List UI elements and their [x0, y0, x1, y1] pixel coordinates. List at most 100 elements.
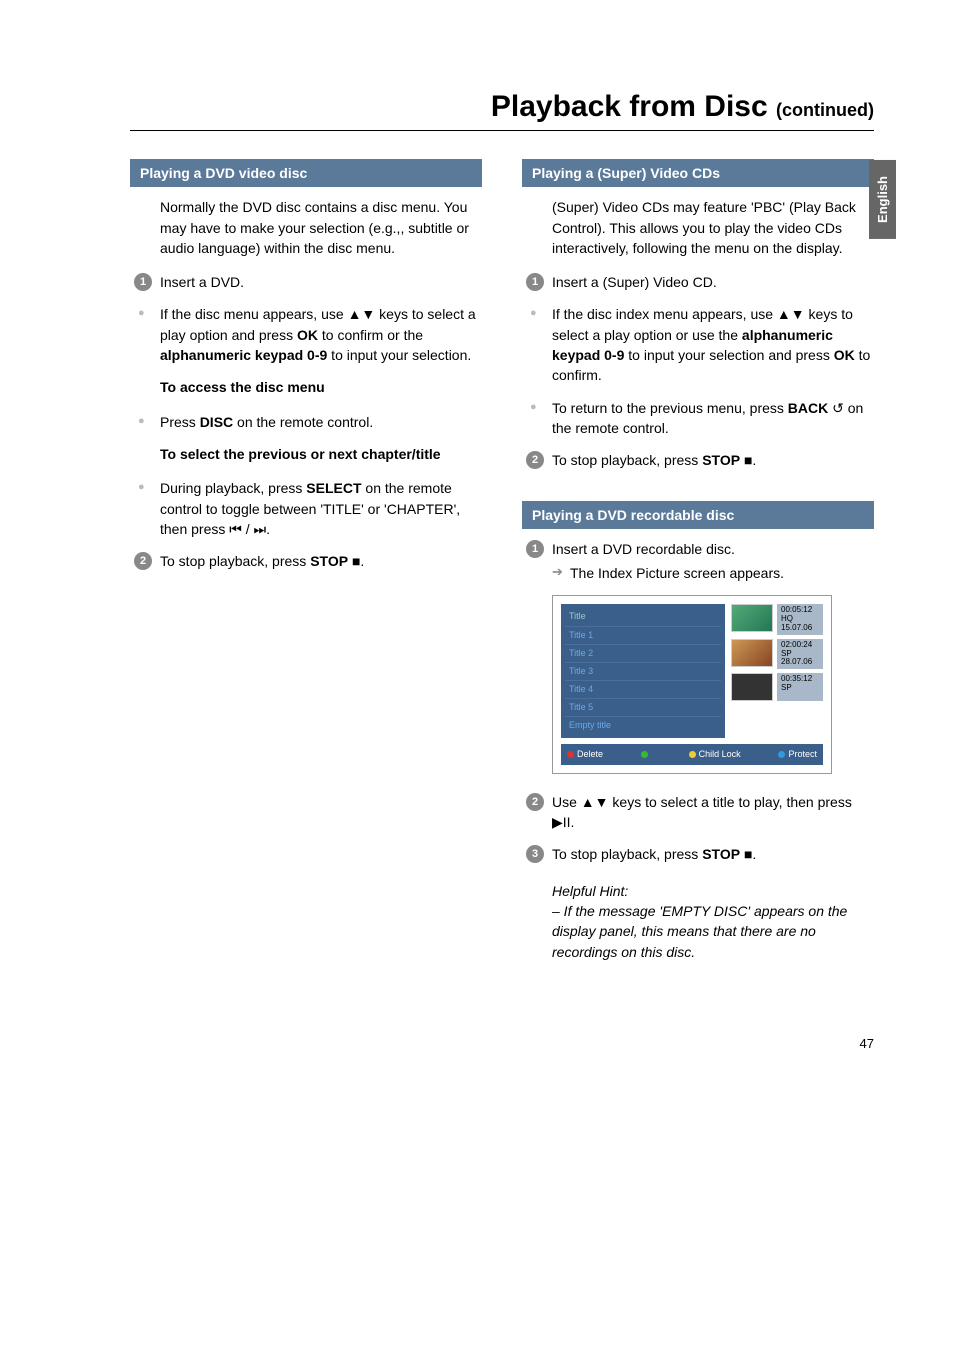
subheading-access-menu: To access the disc menu — [160, 377, 482, 397]
text-fragment: to input your selection and press — [624, 347, 833, 363]
stop-label: STOP — [702, 846, 740, 862]
page-title: Playback from Disc (continued) — [130, 90, 874, 131]
thumb-meta: 02:00:24 SP 28.07.06 — [777, 639, 823, 669]
step-text: Insert a (Super) Video CD. — [552, 274, 717, 290]
mock-title-row: Title 3 — [565, 662, 721, 680]
bullet-press-disc: Press DISC on the remote control. — [130, 412, 482, 432]
step-stop-recordable: 3 To stop playback, press STOP ■. — [522, 844, 874, 864]
bullet-disc-menu: If the disc menu appears, use ▲▼ keys to… — [130, 304, 482, 365]
step-text: Insert a DVD recordable disc. — [552, 541, 735, 557]
back-label: BACK — [788, 400, 828, 416]
blue-dot-icon — [778, 751, 785, 758]
mock-title-row: Title 1 — [565, 626, 721, 644]
result-arrow-line: The Index Picture screen appears. — [552, 563, 874, 583]
step-insert-svcd: 1 Insert a (Super) Video CD. — [522, 272, 874, 292]
text-fragment: . — [266, 521, 270, 537]
section-header-dvd-video: Playing a DVD video disc — [130, 159, 482, 187]
language-tab: English — [869, 160, 896, 239]
next-icon: ⏭ — [254, 521, 267, 537]
left-column: Playing a DVD video disc Normally the DV… — [130, 151, 482, 976]
updown-icon: ▲▼ — [581, 794, 609, 810]
thumb-meta: 00:05:12 HQ 15.07.06 — [777, 604, 823, 634]
mock-footer: Delete Child Lock Protect — [561, 744, 823, 765]
ok-label: OK — [297, 327, 318, 343]
meta-date: 28.07.06 — [781, 658, 819, 667]
hint-label: Helpful Hint: — [552, 881, 874, 901]
manual-page: Playback from Disc (continued) English P… — [0, 0, 954, 1111]
yellow-dot-icon — [689, 751, 696, 758]
updown-icon: ▲▼ — [348, 306, 376, 322]
text-fragment: Press — [160, 414, 200, 430]
footer-lock: Child Lock — [689, 748, 741, 761]
text-fragment: If the disc index menu appears, use — [552, 306, 777, 322]
disc-label: DISC — [200, 414, 233, 430]
text-fragment: ■. — [740, 846, 756, 862]
step-stop-playback: 2 To stop playback, press STOP ■. — [130, 551, 482, 571]
updown-icon: ▲▼ — [777, 306, 805, 322]
thumbnail-icon — [731, 639, 773, 667]
hint-text: – If the message 'EMPTY DISC' appears on… — [552, 901, 874, 962]
stop-label: STOP — [702, 452, 740, 468]
mock-title-row: Title 4 — [565, 680, 721, 698]
step-text: Insert a DVD. — [160, 274, 244, 290]
text-fragment: To stop playback, press — [552, 846, 702, 862]
red-dot-icon — [567, 751, 574, 758]
step-number-icon: 1 — [526, 540, 544, 558]
bullet-back: To return to the previous menu, press BA… — [522, 398, 874, 439]
text-fragment: ■. — [348, 553, 364, 569]
thumbnail-icon — [731, 673, 773, 701]
mock-inner: Title Title 1 Title 2 Title 3 Title 4 Ti… — [561, 604, 823, 737]
step-insert-dvd: 1 Insert a DVD. — [130, 272, 482, 292]
mock-title-header: Title — [565, 608, 721, 625]
mock-thumb-row: 02:00:24 SP 28.07.06 — [731, 639, 823, 669]
thumb-meta: 00:35:12 SP — [777, 673, 823, 701]
step-stop-svcd: 2 To stop playback, press STOP ■. — [522, 450, 874, 470]
subheading-prev-next: To select the previous or next chapter/t… — [160, 444, 482, 464]
content-columns: Playing a DVD video disc Normally the DV… — [130, 151, 874, 976]
text-fragment: on the remote control. — [233, 414, 373, 430]
mock-thumb-row: 00:35:12 SP — [731, 673, 823, 701]
text-fragment: To stop playback, press — [552, 452, 702, 468]
text-fragment: To return to the previous menu, press — [552, 400, 788, 416]
step-number-icon: 2 — [134, 552, 152, 570]
step-number-icon: 2 — [526, 793, 544, 811]
footer-label: Child Lock — [699, 749, 741, 759]
text-fragment: During playback, press — [160, 480, 306, 496]
page-number: 47 — [130, 1036, 874, 1051]
footer-label: Delete — [577, 749, 603, 759]
mock-thumbnails: 00:05:12 HQ 15.07.06 02:00:24 SP 28.07.0… — [731, 604, 823, 737]
mock-title-list: Title Title 1 Title 2 Title 3 Title 4 Ti… — [561, 604, 725, 737]
right-column: Playing a (Super) Video CDs (Super) Vide… — [522, 151, 874, 976]
title-sub: (continued) — [776, 100, 874, 120]
text-fragment: To stop playback, press — [160, 553, 310, 569]
green-dot-icon — [641, 751, 648, 758]
prev-icon: ⏮ — [229, 521, 242, 537]
text-fragment: to input your selection. — [327, 347, 471, 363]
stop-label: STOP — [310, 553, 348, 569]
mock-title-row: Empty title — [565, 716, 721, 734]
meta-quality: SP — [781, 684, 819, 693]
text-fragment: If the disc menu appears, use — [160, 306, 348, 322]
mock-title-row: Title 5 — [565, 698, 721, 716]
step-number-icon: 2 — [526, 451, 544, 469]
text-fragment: ■. — [740, 452, 756, 468]
step-insert-recordable: 1 Insert a DVD recordable disc. The Inde… — [522, 539, 874, 584]
bullet-index-menu: If the disc index menu appears, use ▲▼ k… — [522, 304, 874, 385]
keypad-label: alphanumeric keypad 0-9 — [160, 347, 327, 363]
index-picture-screenshot: Title Title 1 Title 2 Title 3 Title 4 Ti… — [552, 595, 832, 773]
title-main: Playback from Disc — [491, 90, 776, 123]
section-header-svcd: Playing a (Super) Video CDs — [522, 159, 874, 187]
bullet-select-chapter: During playback, press SELECT on the rem… — [130, 478, 482, 539]
footer-delete: Delete — [567, 748, 603, 761]
meta-date: 15.07.06 — [781, 624, 819, 633]
section-header-dvd-recordable: Playing a DVD recordable disc — [522, 501, 874, 529]
step-select-title: 2 Use ▲▼ keys to select a title to play,… — [522, 792, 874, 833]
mock-thumb-row: 00:05:12 HQ 15.07.06 — [731, 604, 823, 634]
mock-title-row: Title 2 — [565, 644, 721, 662]
footer-green — [641, 748, 651, 761]
thumbnail-icon — [731, 604, 773, 632]
select-label: SELECT — [306, 480, 361, 496]
text-fragment: / — [242, 521, 254, 537]
intro-text: Normally the DVD disc contains a disc me… — [160, 197, 482, 258]
helpful-hint: Helpful Hint: – If the message 'EMPTY DI… — [552, 881, 874, 962]
